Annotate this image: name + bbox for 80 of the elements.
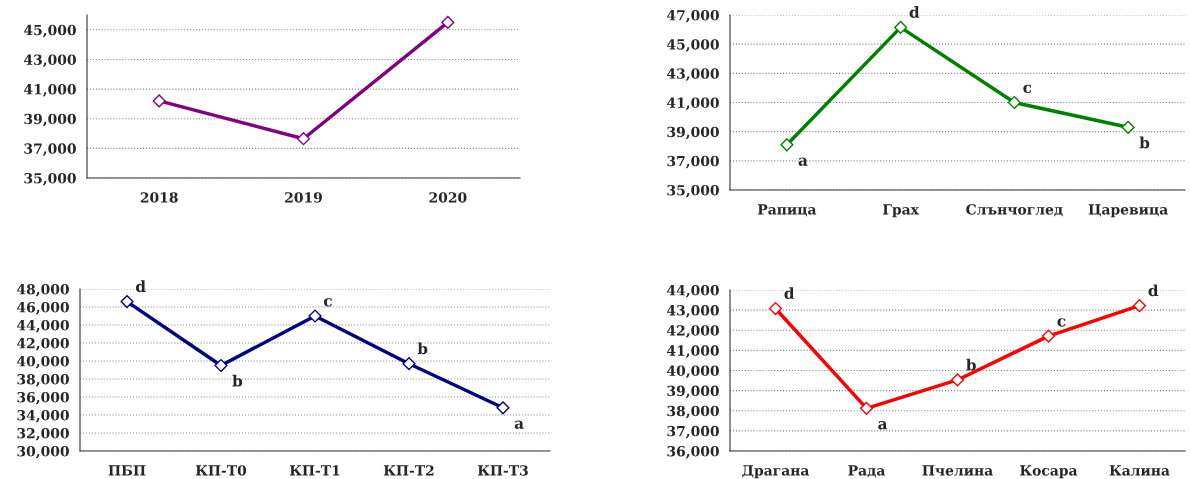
x-tick-label: КП-Т2 xyxy=(383,465,434,476)
x-tick-label: ПБП xyxy=(108,465,146,476)
point xyxy=(1121,120,1135,134)
y-tick-label: 48,000 xyxy=(17,283,69,297)
point xyxy=(1007,95,1021,110)
point xyxy=(859,401,874,415)
y-tick-label: 37,000 xyxy=(667,425,719,439)
point xyxy=(780,138,794,152)
y-tick-label: 42,000 xyxy=(17,337,69,351)
annotation: a xyxy=(798,157,808,166)
point xyxy=(894,20,908,34)
y-tick-label: 39,000 xyxy=(24,113,76,127)
x-tick-label: Царевица xyxy=(1088,204,1168,218)
y-tick-label: 38,000 xyxy=(17,373,69,387)
x-tick-label: КП-Т0 xyxy=(195,465,247,476)
point xyxy=(1041,329,1056,343)
annotation: b xyxy=(232,374,243,387)
point xyxy=(496,401,510,415)
annotation: b xyxy=(417,342,428,355)
y-tick-label: 41,000 xyxy=(667,345,719,358)
y-tick-label: 38,000 xyxy=(667,405,719,419)
annotation: d xyxy=(1148,284,1159,297)
annotation: c xyxy=(1057,318,1066,327)
y-tick-label: 44,000 xyxy=(17,319,69,333)
x-tick-label: Косара xyxy=(1020,465,1078,479)
point xyxy=(308,309,322,323)
point xyxy=(296,132,311,146)
x-tick-label: Калина xyxy=(1109,465,1170,476)
annotation: d xyxy=(135,280,146,293)
x-tick-label: 2020 xyxy=(429,192,467,203)
y-tick-label: 43,000 xyxy=(667,68,719,81)
point xyxy=(214,358,228,373)
x-tick-label: Грах xyxy=(882,204,920,218)
point xyxy=(1132,299,1147,313)
point xyxy=(441,15,455,29)
y-tick-label: 36,000 xyxy=(17,391,69,405)
y-tick-label: 35,000 xyxy=(667,184,719,198)
y-tick-label: 46,000 xyxy=(17,301,69,315)
x-tick-label: 2018 xyxy=(140,192,178,203)
point xyxy=(152,94,166,108)
x-tick-label: КП-Т3 xyxy=(477,465,528,476)
y-tick-label: 40,000 xyxy=(17,355,69,369)
y-tick-label: 30,000 xyxy=(17,445,69,459)
y-tick-label: 42,000 xyxy=(667,325,719,338)
annotation: c xyxy=(323,298,332,307)
x-tick-label: КП-Т1 xyxy=(289,465,340,476)
x-tick-label: 2019 xyxy=(285,192,322,203)
y-tick-label: 39,000 xyxy=(667,385,719,399)
annotation: d xyxy=(784,287,795,300)
x-tick-label: Пчелина xyxy=(922,465,993,476)
x-tick-label: Рапица xyxy=(757,204,817,217)
y-tick-label: 41,000 xyxy=(667,97,719,111)
y-tick-label: 34,000 xyxy=(17,409,69,423)
annotation: c xyxy=(1023,84,1032,94)
annotation: b xyxy=(966,358,976,371)
y-tick-label: 47,000 xyxy=(667,9,719,23)
y-tick-label: 45,000 xyxy=(24,24,76,38)
point xyxy=(768,301,783,316)
x-tick-label: Драгана xyxy=(742,465,810,479)
point xyxy=(120,295,134,309)
point xyxy=(950,373,965,387)
annotation: a xyxy=(878,421,888,430)
point xyxy=(402,357,416,371)
annotation: a xyxy=(514,420,524,429)
y-tick-label: 44,000 xyxy=(667,284,719,298)
x-tick-label: Рада xyxy=(848,465,886,478)
y-tick-label: 43,000 xyxy=(24,54,76,68)
y-tick-label: 37,000 xyxy=(667,155,719,169)
y-tick-label: 39,000 xyxy=(667,126,719,140)
y-tick-label: 43,000 xyxy=(667,305,719,318)
y-tick-label: 41,000 xyxy=(24,84,76,97)
y-tick-label: 35,000 xyxy=(24,172,76,186)
y-tick-label: 37,000 xyxy=(24,143,76,156)
annotation: d xyxy=(909,6,920,18)
y-tick-label: 45,000 xyxy=(667,39,719,52)
y-tick-label: 40,000 xyxy=(667,365,719,379)
x-tick-label: Слънчоглед xyxy=(966,204,1063,217)
annotation: b xyxy=(1139,136,1150,149)
y-tick-label: 36,000 xyxy=(667,445,719,459)
y-tick-label: 32,000 xyxy=(17,427,69,441)
